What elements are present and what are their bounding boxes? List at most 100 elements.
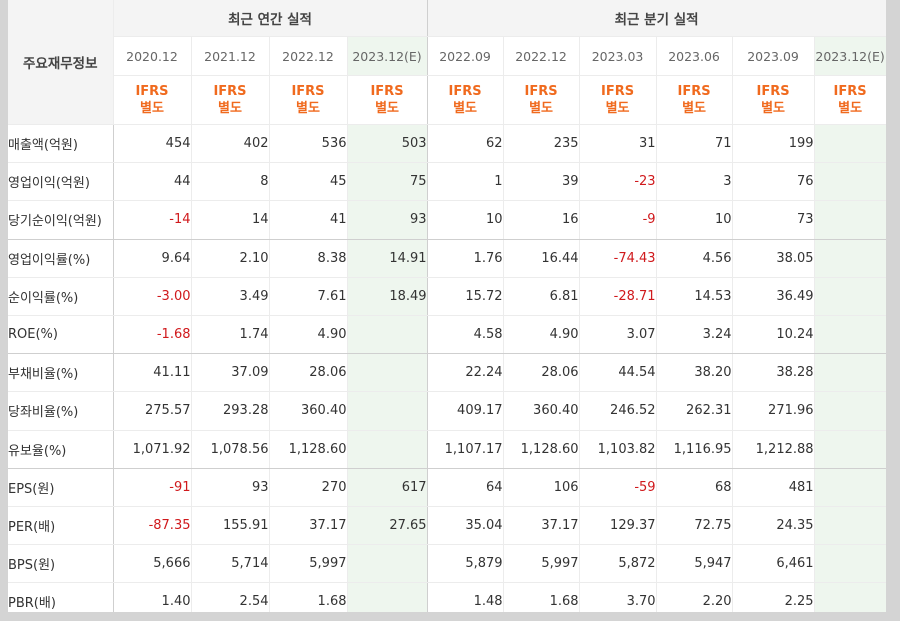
data-cell: 360.40 [269, 391, 348, 431]
row-label: EPS(원) [8, 468, 114, 507]
table-row: PER(배) -87.35 155.91 37.17 27.65 35.04 37.17 12… [8, 506, 886, 546]
data-cell: 35.04 [427, 506, 504, 546]
table-row: BPS(원) 5,666 5,714 5,997 5,879 5,997 5,872 5,94… [8, 544, 886, 584]
data-cell: 4.56 [656, 239, 733, 278]
data-cell: 72.75 [656, 506, 733, 546]
data-cell: 27.65 [347, 506, 428, 546]
row-label: PER(배) [8, 506, 114, 546]
data-cell: 503 [347, 124, 428, 164]
period-header-row: 2020.12 2021.12 2022.12 2023.12(E) 2022.09 20… [8, 36, 886, 76]
data-cell [814, 124, 886, 164]
data-cell: 8.38 [269, 239, 348, 278]
data-cell: 31 [579, 124, 657, 164]
table-row: EPS(원) -91 93 270 617 64 106 -59 68 481 [8, 468, 886, 507]
data-cell: 2.25 [732, 582, 815, 612]
ifrs-label: IFRS 별도 [503, 75, 580, 125]
data-cell: 2.20 [656, 582, 733, 612]
data-cell [814, 582, 886, 612]
data-cell: 1,107.17 [427, 430, 504, 469]
data-cell: 10 [656, 200, 733, 240]
data-cell: 262.31 [656, 391, 733, 431]
data-cell: 37.17 [269, 506, 348, 546]
data-cell: 3.49 [191, 277, 270, 316]
data-cell: 402 [191, 124, 270, 164]
data-cell: 14 [191, 200, 270, 240]
data-cell [814, 544, 886, 584]
data-cell: 14.53 [656, 277, 733, 316]
data-cell: 1,128.60 [503, 430, 580, 469]
data-cell: 24.35 [732, 506, 815, 546]
data-cell: 18.49 [347, 277, 428, 316]
data-cell: 68 [656, 468, 733, 507]
ifrs-separate-text: 별도 [218, 101, 242, 116]
table-row: 당기순이익(억원) -14 14 41 93 10 16 -9 10 73 [8, 200, 886, 240]
ifrs-standard-text: IFRS [448, 84, 482, 99]
data-cell: 4.90 [269, 315, 348, 355]
data-cell: 235 [503, 124, 580, 164]
table-row: PBR(배) 1.40 2.54 1.68 1.48 1.68 3.70 2.20 2.25 [8, 582, 886, 612]
data-cell [814, 468, 886, 507]
data-cell [814, 430, 886, 469]
data-cell: 1.40 [113, 582, 192, 612]
data-cell: 5,666 [113, 544, 192, 584]
row-label: 순이익률(%) [8, 277, 114, 316]
data-cell: 106 [503, 468, 580, 507]
ifrs-standard-text: IFRS [370, 84, 404, 99]
data-cell: 38.28 [732, 353, 815, 393]
data-cell [347, 315, 428, 355]
row-label: 영업이익률(%) [8, 239, 114, 278]
data-cell: 1 [427, 162, 504, 202]
row-label: 부채비율(%) [8, 353, 114, 393]
data-cell: 1,078.56 [191, 430, 270, 469]
data-cell: -9 [579, 200, 657, 240]
period-header: 2022.12 [503, 36, 580, 76]
data-cell: 5,714 [191, 544, 270, 584]
ifrs-separate-text: 별도 [838, 101, 863, 116]
ifrs-label: IFRS 별도 [427, 75, 504, 125]
quarter-group-title: 최근 분기 실적 [427, 0, 886, 37]
data-cell: 3.24 [656, 315, 733, 355]
table-row: 부채비율(%) 41.11 37.09 28.06 22.24 28.06 44.54 38.… [8, 353, 886, 393]
data-cell [814, 239, 886, 278]
data-cell: 5,947 [656, 544, 733, 584]
period-header: 2023.03 [579, 36, 657, 76]
data-cell: 1,071.92 [113, 430, 192, 469]
ifrs-separate-text: 별도 [529, 101, 553, 116]
data-cell: 3.07 [579, 315, 657, 355]
row-label: ROE(%) [8, 315, 114, 355]
ifrs-separate-text: 별도 [682, 101, 706, 116]
data-cell: 2.10 [191, 239, 270, 278]
table-row: 당좌비율(%) 275.57 293.28 360.40 409.17 360.40 246… [8, 391, 886, 431]
annual-group-title: 최근 연간 실적 [113, 0, 428, 37]
ifrs-standard-text: IFRS [291, 84, 325, 99]
data-cell [814, 200, 886, 240]
period-header: 2023.06 [656, 36, 733, 76]
ifrs-label: IFRS 별도 [732, 75, 815, 125]
row-label: BPS(원) [8, 544, 114, 584]
data-cell: 1,128.60 [269, 430, 348, 469]
ifrs-standard-text: IFRS [601, 84, 635, 99]
data-cell: 76 [732, 162, 815, 202]
data-cell: 7.61 [269, 277, 348, 316]
data-cell: 37.09 [191, 353, 270, 393]
row-label: 당좌비율(%) [8, 391, 114, 431]
data-cell: 481 [732, 468, 815, 507]
data-cell: 360.40 [503, 391, 580, 431]
ifrs-separate-text: 별도 [761, 101, 785, 116]
period-header: 2022.09 [427, 36, 504, 76]
data-cell: 2.54 [191, 582, 270, 612]
ifrs-standard-text: IFRS [524, 84, 558, 99]
data-cell: 44.54 [579, 353, 657, 393]
data-cell: 1.68 [503, 582, 580, 612]
data-cell: -1.68 [113, 315, 192, 355]
data-cell: 37.17 [503, 506, 580, 546]
data-cell: 71 [656, 124, 733, 164]
data-cell: -14 [113, 200, 192, 240]
data-cell: 9.64 [113, 239, 192, 278]
data-cell: 14.91 [347, 239, 428, 278]
data-cell [347, 544, 428, 584]
data-cell: 5,997 [269, 544, 348, 584]
ifrs-standard-text: IFRS [833, 84, 867, 99]
period-header: 2023.09 [732, 36, 815, 76]
ifrs-separate-text: 별도 [140, 101, 164, 116]
